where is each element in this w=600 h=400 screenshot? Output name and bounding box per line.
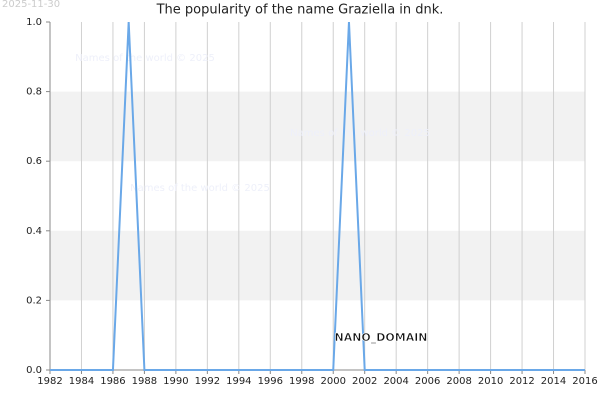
x-tick-label: 2014 — [541, 376, 566, 387]
date-stamp: 2025-11-30 — [2, 0, 60, 10]
x-tick-label: 1992 — [195, 376, 220, 387]
watermark: Names of the world © 2025 — [290, 128, 430, 139]
y-tick-label: 0.0 — [26, 365, 42, 376]
x-tick-label: 1988 — [132, 376, 157, 387]
x-tick-label: 2010 — [478, 376, 503, 387]
y-tick-label: 0.6 — [26, 156, 42, 167]
x-tick-label: 2008 — [446, 376, 471, 387]
x-tick-label: 2006 — [415, 376, 440, 387]
x-tick-label: 1986 — [100, 376, 125, 387]
x-tick-label: 2000 — [321, 376, 346, 387]
watermark: Names of the world © 2025 — [130, 183, 270, 194]
x-tick-label: 2004 — [383, 376, 408, 387]
y-tick-label: 1.0 — [26, 17, 42, 28]
x-tick-label: 1998 — [289, 376, 314, 387]
domain-label: NANO_DOMAIN — [334, 331, 427, 344]
y-tick-label: 0.8 — [26, 87, 42, 98]
y-tick-label: 0.2 — [26, 295, 42, 306]
grid-band — [50, 91, 585, 162]
watermark: Names of the world © 2025 — [75, 53, 215, 64]
x-tick-label: 1996 — [258, 376, 283, 387]
x-tick-label: 1994 — [226, 376, 251, 387]
chart-title: The popularity of the name Graziella in … — [156, 3, 444, 18]
x-tick-label: 2002 — [352, 376, 377, 387]
x-tick-label: 2016 — [572, 376, 597, 387]
grid-band — [50, 230, 585, 301]
x-tick-label: 1984 — [69, 376, 94, 387]
y-tick-label: 0.4 — [26, 226, 42, 237]
x-tick-label: 1982 — [37, 376, 62, 387]
x-tick-label: 2012 — [509, 376, 534, 387]
x-tick-label: 1990 — [163, 376, 188, 387]
data-line — [50, 21, 585, 371]
